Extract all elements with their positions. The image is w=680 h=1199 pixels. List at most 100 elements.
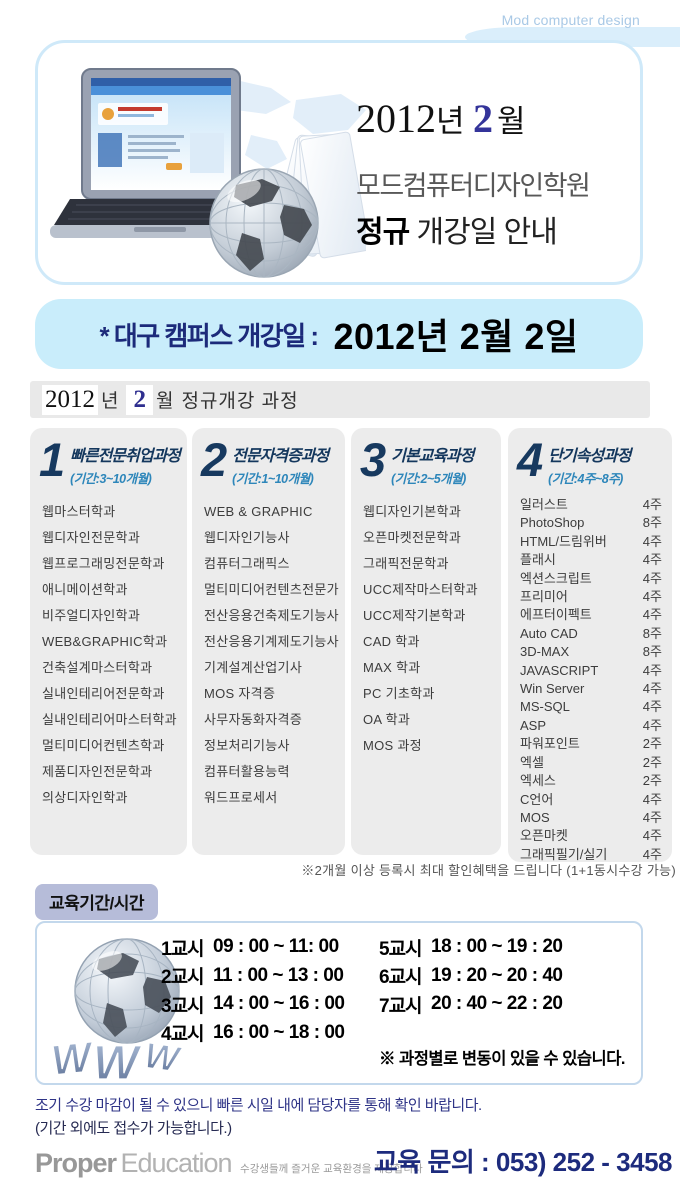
column-number: 4 [517, 433, 544, 486]
course-name: 에프터이펙트 [520, 607, 592, 623]
header-year: 2012 [356, 96, 436, 141]
course-duration: 4주 [642, 681, 662, 697]
course-item: 엑션스크립트 4주 [520, 570, 662, 588]
course-item: 컴퓨터그래픽스 [204, 556, 290, 571]
course-item: 엑세스 2주 [520, 772, 662, 790]
period-time: 18 : 00 ~ 19 : 20 [431, 936, 563, 958]
course-item: 웹디자인기본학과 [363, 504, 462, 519]
svg-text:W: W [51, 1033, 97, 1081]
period-time: 16 : 00 ~ 18 : 00 [213, 1021, 345, 1043]
campus-banner: * 대구 캠퍼스 개강일 : 2012년 2월 2일 [35, 299, 643, 369]
course-item: 사무자동화자격증 [204, 712, 303, 727]
course-list: 웹디자인기본학과 오픈마켓전문학과 그래픽전문학과 UCC제작마스터학과 UCC… [351, 489, 501, 759]
section-month: 2 [126, 384, 153, 415]
course-item: 워드프로세서 [204, 790, 278, 805]
course-name: Win Server [520, 681, 585, 697]
logo-text-bold: Proper [35, 1148, 117, 1178]
course-item: 건축설계마스터학과 [42, 660, 153, 675]
course-item: 프리미어 4주 [520, 588, 662, 606]
early-close-notice: 조기 수강 마감이 될 수 있으니 빠른 시일 내에 담당자를 통해 확인 바랍… [35, 1097, 482, 1114]
course-columns: 1 빠른전문취업과정 (기간:3~10개월) 웹마스터학과 웹디자인전문학과 웹… [30, 428, 672, 864]
course-duration: 4주 [642, 809, 662, 825]
course-item: PhotoShop 8주 [520, 514, 662, 532]
course-column-1: 1 빠른전문취업과정 (기간:3~10개월) 웹마스터학과 웹디자인전문학과 웹… [30, 428, 187, 855]
course-list: WEB & GRAPHIC 웹디자인기능사 컴퓨터그래픽스 멀티미디어컨텐츠전문… [192, 489, 345, 811]
course-item: 실내인테리어마스터학과 [42, 712, 177, 727]
schedule-note: ※ 과정별로 변동이 있을 수 있습니다. [378, 1050, 626, 1068]
campus-banner-label: * 대구 캠퍼스 개강일 : [99, 320, 319, 351]
course-item: 그래픽전문학과 [363, 556, 449, 571]
course-duration: 4주 [642, 589, 662, 605]
course-item: 기계설계산업기사 [204, 660, 303, 675]
course-name: ASP [520, 717, 547, 733]
schedule-panel: W W W 1교시 09 : 00 ~ 11: 00 5교시 18 : 00 ~… [35, 921, 643, 1085]
course-item: 엑셀 2주 [520, 754, 662, 772]
period-time: 14 : 00 ~ 16 : 00 [213, 993, 345, 1015]
course-name: 엑션스크립트 [520, 570, 592, 586]
course-item: WEB&GRAPHIC학과 [42, 634, 168, 649]
course-name: 일러스트 [520, 497, 568, 512]
course-duration: 4주 [642, 533, 662, 549]
schedule-table: 1교시 09 : 00 ~ 11: 00 5교시 18 : 00 ~ 19 : … [161, 933, 633, 1047]
section-title-bar: 2012 년 2 월 정규개강 과정 [30, 381, 650, 418]
course-list: 일러스트 4주 PhotoShop 8주 HTML/드림위버 4주 플래시 4주… [508, 489, 672, 864]
course-duration: 4주 [642, 662, 662, 678]
contact-phone: 교육 문의 : 053) 252 - 3458 [373, 1147, 673, 1177]
course-column-2: 2 전문자격증과정 (기간:1~10개월) WEB & GRAPHIC 웹디자인… [192, 428, 345, 855]
course-item: 웹프로그래밍전문학과 [42, 556, 165, 571]
course-item: 전산응용건축제도기능사 [204, 608, 339, 623]
column-number: 1 [39, 433, 66, 486]
course-name: 프리미어 [520, 589, 568, 605]
course-name: 엑셀 [520, 754, 544, 770]
course-item: UCC제작마스터학과 [363, 582, 478, 597]
course-item: 웹마스터학과 [42, 504, 116, 519]
course-name: Auto CAD [520, 625, 578, 641]
course-name: MOS [520, 809, 550, 825]
brand-watermark: Mod computer design [501, 12, 640, 28]
course-item: MS-SQL 4주 [520, 698, 662, 716]
logo-tagline: 수강생들께 즐거운 교육환경을 제공합니다 [240, 1163, 423, 1175]
course-item: 오픈마켓 4주 [520, 827, 662, 845]
academy-name: 모드컴퓨터디자인학원 [356, 171, 591, 201]
schedule-row: 2교시 11 : 00 ~ 13 : 00 6교시 19 : 20 ~ 20 :… [161, 962, 633, 991]
column-period: (기간:3~10개월) [70, 472, 152, 486]
course-name: 오픈마켓 [520, 828, 568, 844]
course-duration: 4주 [642, 570, 662, 586]
period-label: 6교시 [379, 967, 423, 989]
course-item: 3D-MAX 8주 [520, 643, 662, 661]
course-item: MOS 과정 [363, 738, 422, 753]
course-name: 플래시 [520, 552, 556, 568]
course-item: 오픈마켓전문학과 [363, 530, 462, 545]
registration-notice: (기간 외에도 접수가 가능합니다.) [35, 1120, 232, 1137]
course-item: MAX 학과 [363, 660, 421, 675]
schedule-row: 4교시 16 : 00 ~ 18 : 00 [161, 1019, 633, 1048]
svg-text:W: W [93, 1037, 142, 1081]
course-item: OA 학과 [363, 712, 411, 727]
course-name: JAVASCRIPT [520, 662, 599, 678]
period-label: 7교시 [379, 995, 423, 1017]
column-period: (기간:2~5개월) [391, 472, 466, 486]
period-label: 3교시 [161, 995, 205, 1017]
course-item: CAD 학과 [363, 634, 420, 649]
course-item: WEB & GRAPHIC [204, 504, 313, 519]
column-title: 전문자격증과정 [232, 448, 329, 465]
course-duration: 8주 [642, 515, 662, 531]
column-title: 단기속성과정 [548, 448, 631, 465]
course-item: 의상디자인학과 [42, 790, 128, 805]
course-list: 웹마스터학과 웹디자인전문학과 웹프로그래밍전문학과 애니메이션학과 비주얼디자… [30, 489, 187, 811]
period-time: 19 : 20 ~ 20 : 40 [431, 964, 563, 986]
header-subtitle: 정규 개강일 안내 [356, 216, 558, 249]
course-item: PC 기초학과 [363, 686, 435, 701]
course-item: Auto CAD 8주 [520, 625, 662, 643]
section-year: 2012 [42, 384, 98, 415]
period-label: 4교시 [161, 1024, 205, 1046]
course-item: 정보처리기능사 [204, 738, 290, 753]
header-month: 2 [472, 96, 493, 141]
course-item: 제품디자인전문학과 [42, 764, 153, 779]
course-duration: 4주 [642, 717, 662, 733]
schedule-row: 3교시 14 : 00 ~ 16 : 00 7교시 20 : 40 ~ 22 :… [161, 990, 633, 1019]
course-name: 파워포인트 [520, 736, 580, 752]
course-duration: 2주 [642, 773, 662, 789]
course-name: PhotoShop [520, 515, 585, 531]
